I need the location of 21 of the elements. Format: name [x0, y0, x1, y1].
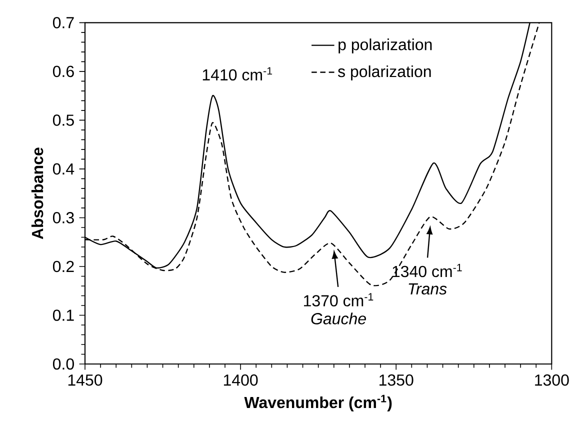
legend-label: p polarization [338, 38, 432, 54]
y-tick-label: 0.0 [52, 358, 74, 370]
annotation: 1370 cm$^{-1}$ [304, 293, 374, 306]
annotation: 1340 cm$^{-1}$ [392, 264, 462, 278]
y-tick-label: 0.4 [52, 163, 74, 175]
y-tick-label: 0.1 [52, 310, 74, 321]
x-tick-label: 1450 [68, 374, 102, 386]
x-axis-title: Wavenumber (cm$^{-1}$) [244, 394, 392, 412]
y-tick-label: 0.5 [52, 114, 74, 126]
y-tick-label: 0.7 [52, 17, 74, 28]
y-tick-label: 0.3 [52, 212, 74, 224]
y-tick-label: 0.2 [52, 260, 74, 272]
y-tick-label: 0.6 [52, 66, 74, 78]
x-tick-label: 1350 [380, 374, 414, 386]
annotation: Trans [408, 283, 447, 295]
annotation: Gauche [311, 312, 366, 324]
annotation: 1410 cm$^{-1}$ [202, 67, 272, 81]
x-tick-label: 1300 [535, 374, 569, 386]
x-tick-label: 1400 [224, 374, 258, 386]
legend-label: s polarization [338, 65, 431, 80]
y-axis-title: Absorbance [31, 148, 44, 240]
